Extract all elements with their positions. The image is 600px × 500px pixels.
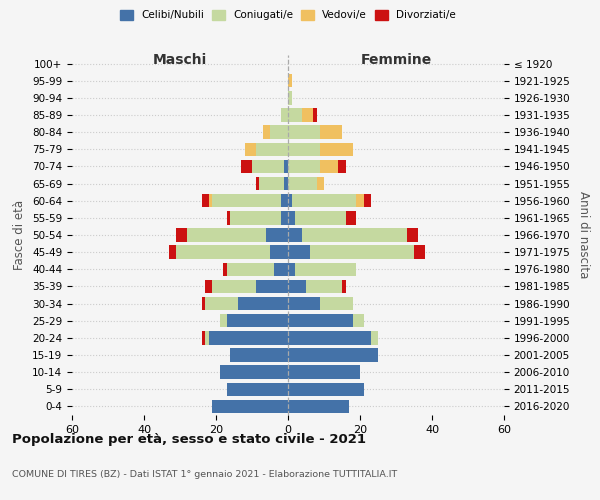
Bar xyxy=(356,194,364,207)
Bar xyxy=(187,228,266,241)
Bar xyxy=(284,177,288,190)
Bar xyxy=(414,246,425,259)
Bar xyxy=(338,160,346,173)
Bar xyxy=(288,400,349,413)
Bar xyxy=(256,142,288,156)
Bar xyxy=(288,108,302,122)
Bar xyxy=(202,297,205,310)
Bar xyxy=(274,262,288,276)
Bar xyxy=(288,314,353,328)
Bar xyxy=(281,194,288,207)
Bar xyxy=(288,177,317,190)
Bar xyxy=(227,314,288,328)
Bar xyxy=(220,366,288,379)
Bar xyxy=(310,246,414,259)
Bar xyxy=(202,194,209,207)
Bar xyxy=(270,126,288,139)
Bar xyxy=(202,331,205,344)
Bar xyxy=(295,211,346,224)
Bar xyxy=(295,262,356,276)
Bar xyxy=(266,228,288,241)
Bar xyxy=(227,211,230,224)
Bar xyxy=(302,108,313,122)
Bar xyxy=(281,211,288,224)
Bar xyxy=(212,194,281,207)
Bar xyxy=(320,142,353,156)
Bar xyxy=(313,108,317,122)
Bar xyxy=(245,142,256,156)
Legend: Celibi/Nubili, Coniugati/e, Vedovi/e, Divorziati/e: Celibi/Nubili, Coniugati/e, Vedovi/e, Di… xyxy=(120,10,456,20)
Y-axis label: Anni di nascita: Anni di nascita xyxy=(577,192,590,278)
Bar xyxy=(353,314,364,328)
Text: COMUNE DI TIRES (BZ) - Dati ISTAT 1° gennaio 2021 - Elaborazione TUTTITALIA.IT: COMUNE DI TIRES (BZ) - Dati ISTAT 1° gen… xyxy=(12,470,397,479)
Bar xyxy=(288,142,320,156)
Bar xyxy=(288,246,310,259)
Bar xyxy=(227,262,274,276)
Bar xyxy=(259,177,284,190)
Bar xyxy=(288,194,292,207)
Bar xyxy=(342,280,346,293)
Bar xyxy=(346,211,356,224)
Bar xyxy=(288,211,295,224)
Bar xyxy=(241,160,252,173)
Bar xyxy=(256,177,259,190)
Bar xyxy=(252,160,284,173)
Bar xyxy=(209,194,212,207)
Bar xyxy=(288,348,378,362)
Bar xyxy=(281,108,288,122)
Bar xyxy=(371,331,378,344)
Bar xyxy=(220,314,227,328)
Bar xyxy=(205,331,209,344)
Bar xyxy=(288,366,360,379)
Bar xyxy=(209,331,288,344)
Bar xyxy=(227,382,288,396)
Bar xyxy=(320,297,353,310)
Bar xyxy=(212,400,288,413)
Bar xyxy=(205,280,212,293)
Bar xyxy=(317,177,324,190)
Bar xyxy=(230,211,281,224)
Bar xyxy=(288,74,292,88)
Bar xyxy=(288,297,320,310)
Text: Popolazione per età, sesso e stato civile - 2021: Popolazione per età, sesso e stato civil… xyxy=(12,432,366,446)
Bar xyxy=(176,228,187,241)
Bar xyxy=(320,160,338,173)
Bar xyxy=(176,246,270,259)
Bar xyxy=(284,160,288,173)
Y-axis label: Fasce di età: Fasce di età xyxy=(13,200,26,270)
Bar xyxy=(320,126,342,139)
Bar xyxy=(288,280,306,293)
Text: Maschi: Maschi xyxy=(153,53,207,67)
Bar xyxy=(302,228,407,241)
Bar xyxy=(288,91,292,104)
Bar xyxy=(288,382,364,396)
Bar xyxy=(306,280,342,293)
Bar xyxy=(169,246,176,259)
Bar xyxy=(230,348,288,362)
Bar xyxy=(212,280,256,293)
Bar xyxy=(288,331,371,344)
Bar xyxy=(288,228,302,241)
Bar xyxy=(292,194,356,207)
Bar xyxy=(288,160,320,173)
Bar xyxy=(238,297,288,310)
Bar xyxy=(288,126,320,139)
Bar xyxy=(270,246,288,259)
Text: Femmine: Femmine xyxy=(361,53,431,67)
Bar xyxy=(223,262,227,276)
Bar xyxy=(205,297,238,310)
Bar xyxy=(407,228,418,241)
Bar xyxy=(263,126,270,139)
Bar xyxy=(288,262,295,276)
Bar xyxy=(364,194,371,207)
Bar xyxy=(256,280,288,293)
